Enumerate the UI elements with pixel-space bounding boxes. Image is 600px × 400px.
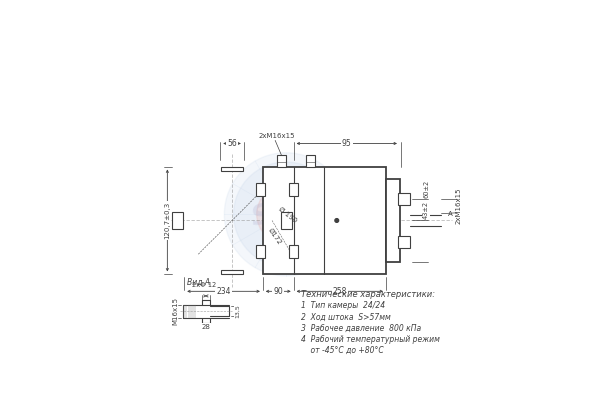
Text: 2хМ16х15: 2хМ16х15 [455,188,461,224]
Text: Вид А: Вид А [187,278,211,286]
Bar [398,193,410,205]
Text: от -45°С до +80°С: от -45°С до +80°С [301,346,384,355]
Text: 1  Тип камеры  24/24: 1 Тип камеры 24/24 [301,302,385,310]
Bar [289,183,298,196]
Circle shape [335,219,338,222]
Bar [306,155,315,166]
Text: 2хФ 12: 2хФ 12 [192,282,217,288]
Bar [256,244,265,258]
Text: 2  Ход штока  S>57мм: 2 Ход штока S>57мм [301,312,391,322]
Text: А: А [448,211,453,217]
Text: 95: 95 [342,139,352,148]
Text: 56: 56 [227,139,237,148]
Bar [221,166,243,171]
Text: 60±2: 60±2 [423,180,429,198]
Text: 3  Рабочее давление  800 кПа: 3 Рабочее давление 800 кПа [301,324,421,333]
Circle shape [224,153,347,276]
Text: 4  Рабочий температурный режим: 4 Рабочий температурный режим [301,335,440,344]
Bar [281,212,292,229]
Text: М16х15: М16х15 [172,297,178,325]
Bar [172,212,183,229]
Text: 90: 90 [274,287,283,296]
Bar [398,236,410,248]
Text: 234: 234 [217,287,231,296]
Circle shape [233,162,338,267]
Bar [221,270,243,274]
Text: 43±2: 43±2 [423,201,429,219]
Bar [263,166,386,274]
Text: Ø172: Ø172 [268,227,283,246]
Circle shape [257,185,315,244]
Text: 120,7±0,3: 120,7±0,3 [164,202,170,239]
Text: Технические характеристики:: Технические характеристики: [301,290,436,299]
Text: SORL: SORL [249,190,335,232]
Text: 13,5: 13,5 [235,304,240,318]
Text: 28: 28 [202,324,210,330]
Text: 2хМ16х15: 2хМ16х15 [258,134,295,140]
Bar [277,155,286,166]
Text: Ø 190: Ø 190 [277,206,298,223]
Bar [386,179,400,262]
Bar [256,183,265,196]
Bar [289,244,298,258]
Text: 258: 258 [332,287,347,296]
